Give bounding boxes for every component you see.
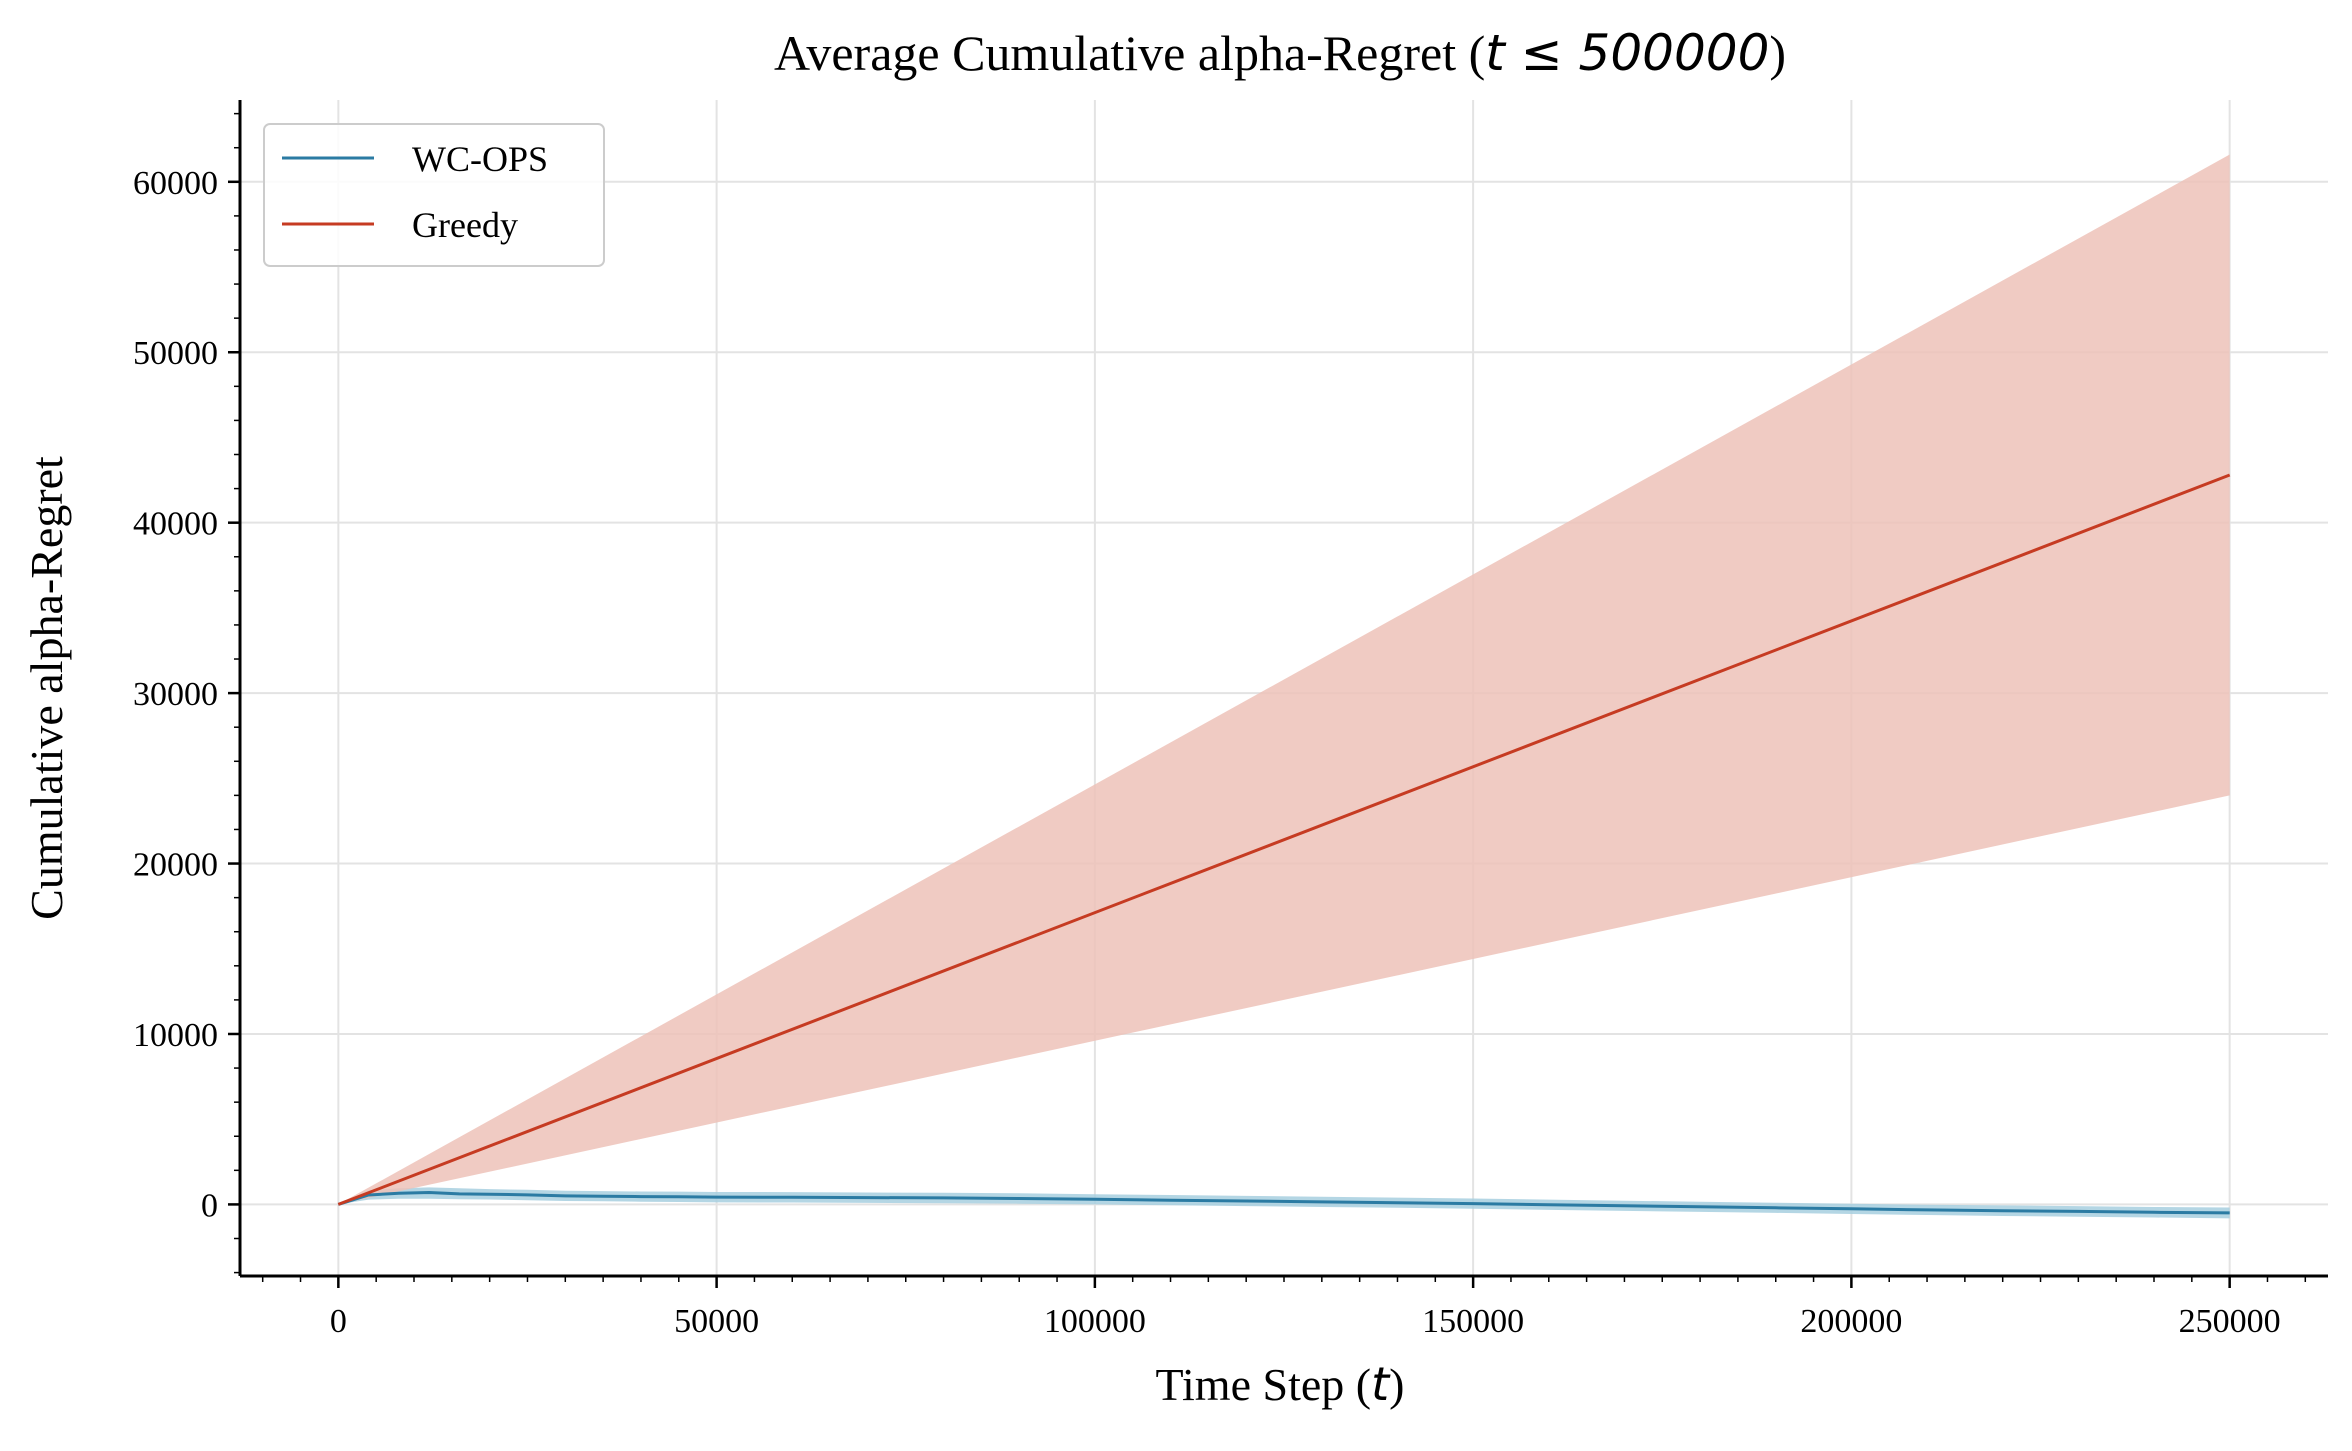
- y-axis-title: Cumulative alpha-Regret: [21, 456, 72, 920]
- band-greedy: [338, 154, 2230, 1205]
- series-lines: [337, 473, 2231, 1215]
- line-greedy: [337, 473, 2231, 1206]
- ticks: 0 50000 100000 150000 200000 250000 0 10000 2000…: [133, 112, 2307, 1340]
- x-tick-label: 150000: [1422, 1303, 1524, 1340]
- legend-label-wc-ops: WC-OPS: [412, 139, 548, 179]
- y-tick-label: 40000: [133, 506, 218, 543]
- x-tick-label: 0: [330, 1303, 347, 1340]
- y-tick-label: 20000: [133, 847, 218, 884]
- x-axis-title: Time Step (t): [1156, 1357, 1405, 1411]
- line-wc-ops: [337, 1191, 2230, 1215]
- y-tick-label: 10000: [133, 1017, 218, 1054]
- y-tick-label: 60000: [133, 165, 218, 202]
- x-tick-label: 250000: [2179, 1303, 2281, 1340]
- x-tick-label: 50000: [674, 1303, 759, 1340]
- x-tick-label: 100000: [1044, 1303, 1146, 1340]
- y-tick-label: 50000: [133, 335, 218, 372]
- legend: WC-OPS Greedy: [263, 123, 605, 267]
- legend-label-greedy: Greedy: [412, 205, 518, 245]
- y-tick-label: 30000: [133, 676, 218, 713]
- confidence-bands: [338, 154, 2230, 1219]
- x-tick-label: 200000: [1800, 1303, 1902, 1340]
- chart-title: Average Cumulative alpha-Regret (t ≤ 500…: [774, 24, 1786, 82]
- y-tick-label: 0: [201, 1187, 218, 1224]
